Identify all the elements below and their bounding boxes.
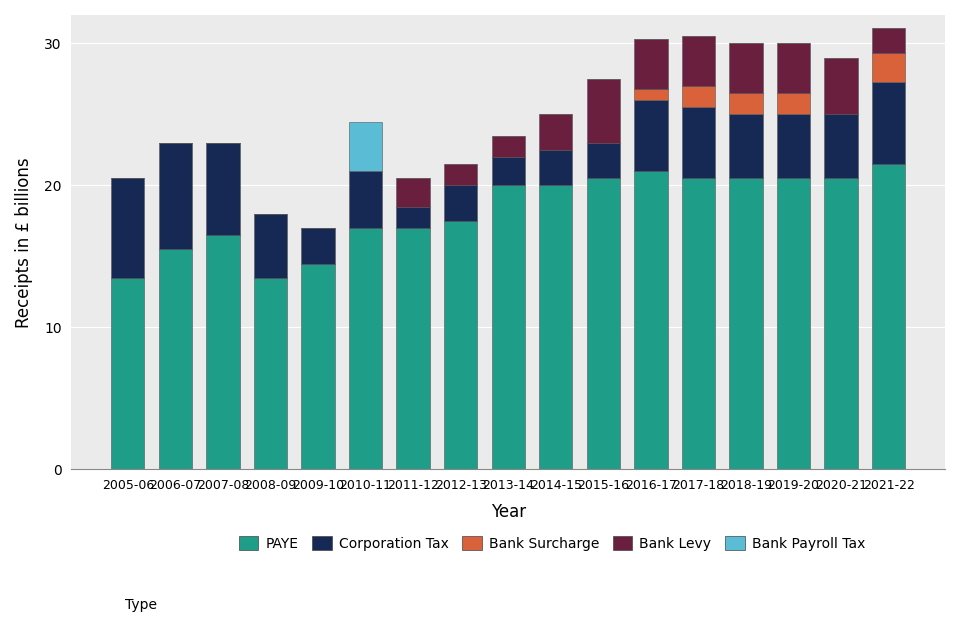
Bar	[825, 115, 857, 179]
Bar	[730, 93, 762, 115]
Bar	[635, 172, 667, 469]
Bar	[253, 214, 287, 278]
Bar	[253, 278, 287, 469]
Bar	[635, 89, 667, 100]
X-axis label: Year: Year	[491, 503, 526, 521]
Bar	[540, 150, 572, 186]
Bar	[348, 172, 382, 228]
Bar	[396, 228, 430, 469]
Bar	[682, 86, 715, 108]
Bar	[348, 228, 382, 469]
Bar	[777, 93, 810, 115]
Bar	[825, 179, 857, 469]
Bar	[730, 115, 762, 179]
Bar	[682, 179, 715, 469]
Bar	[777, 115, 810, 179]
Bar	[682, 108, 715, 179]
Text: Type: Type	[125, 598, 156, 612]
Bar	[158, 143, 192, 250]
Bar	[444, 186, 477, 221]
Bar	[730, 179, 762, 469]
Bar	[872, 82, 905, 164]
Bar	[872, 164, 905, 469]
Bar	[158, 250, 192, 469]
Y-axis label: Receipts in £ billions: Receipts in £ billions	[15, 157, 33, 328]
Bar	[301, 228, 335, 264]
Bar	[444, 221, 477, 469]
Bar	[492, 186, 525, 469]
Bar	[301, 264, 335, 469]
Bar	[111, 179, 144, 278]
Bar	[540, 186, 572, 469]
Bar	[396, 207, 430, 228]
Bar	[587, 79, 620, 143]
Bar	[206, 143, 240, 235]
Bar	[872, 53, 905, 82]
Bar	[348, 122, 382, 172]
Bar	[444, 164, 477, 186]
Bar	[396, 179, 430, 207]
Bar	[492, 157, 525, 186]
Bar	[872, 28, 905, 53]
Bar	[777, 44, 810, 93]
Bar	[492, 136, 525, 157]
Bar	[635, 100, 667, 172]
Bar	[540, 115, 572, 150]
Legend: PAYE, Corporation Tax, Bank Surcharge, Bank Levy, Bank Payroll Tax: PAYE, Corporation Tax, Bank Surcharge, B…	[233, 531, 871, 556]
Bar	[777, 179, 810, 469]
Bar	[111, 278, 144, 469]
Bar	[682, 36, 715, 86]
Bar	[587, 143, 620, 179]
Bar	[730, 44, 762, 93]
Bar	[587, 179, 620, 469]
Bar	[635, 39, 667, 89]
Bar	[825, 58, 857, 115]
Bar	[206, 235, 240, 469]
